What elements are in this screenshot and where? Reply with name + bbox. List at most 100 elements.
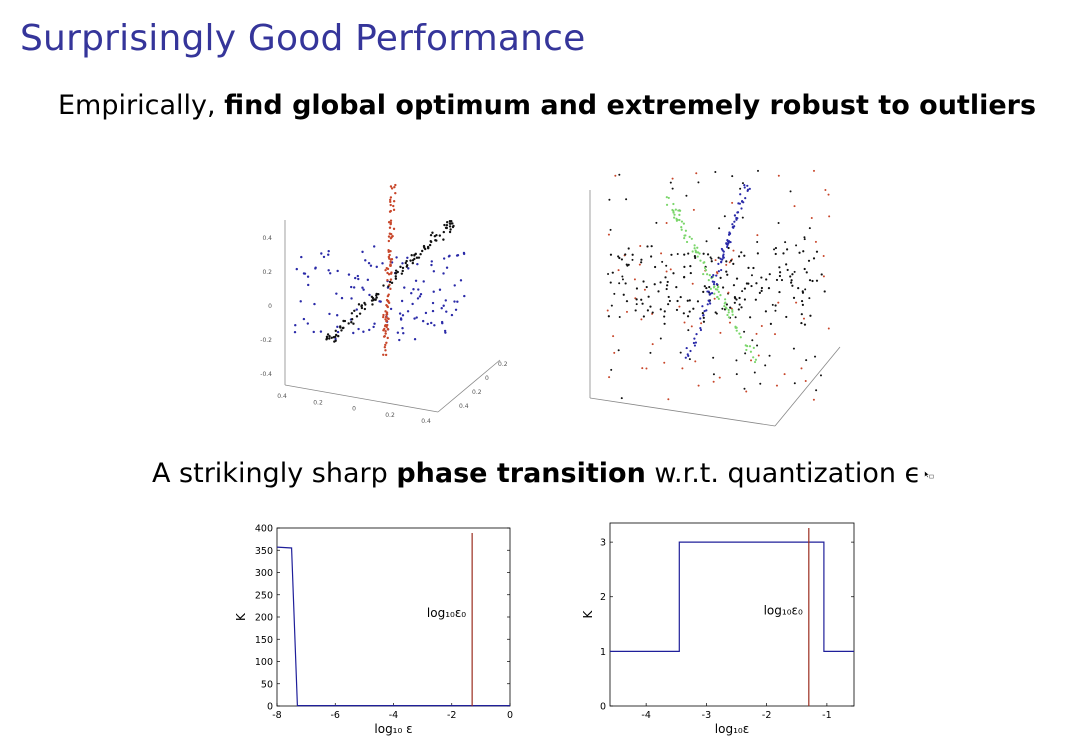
- scatter-point: [760, 276, 763, 279]
- scatter-point: [693, 337, 696, 340]
- scatter-point: [392, 227, 396, 231]
- scatter-point: [665, 222, 668, 225]
- scatter-point: [744, 196, 747, 200]
- scatter-point: [784, 241, 787, 244]
- scatter-point: [746, 345, 749, 348]
- scatter-point: [692, 208, 695, 211]
- scatter-point: [800, 367, 803, 370]
- scatter-point: [805, 359, 808, 362]
- scatter-point: [430, 263, 433, 267]
- epsilon-symbol: ϵ: [904, 458, 922, 489]
- scatter-point: [689, 349, 692, 353]
- scatter3d-right-axes: [589, 190, 841, 427]
- scatter-point: [422, 244, 426, 248]
- scatter-point: [426, 246, 430, 250]
- scatter-point: [384, 349, 387, 352]
- scatter-point: [726, 245, 729, 249]
- scatter-point: [677, 209, 680, 212]
- scatter-point: [335, 292, 338, 295]
- scatter-point: [385, 319, 388, 323]
- scatter-point: [708, 285, 711, 289]
- scatter-point: [355, 308, 358, 311]
- scatter-point: [390, 236, 393, 239]
- scatter-point: [386, 336, 389, 340]
- scatter-point: [413, 254, 416, 257]
- scatter-point: [430, 260, 433, 263]
- scatter-point: [617, 269, 620, 272]
- scatter-point: [756, 344, 759, 347]
- scatter-point: [419, 292, 423, 296]
- chart0-x-tick-label: 0: [507, 710, 513, 721]
- scatter-point: [783, 373, 786, 376]
- scatter-point: [665, 196, 668, 199]
- chart0-x-tick-label: -8: [272, 710, 281, 721]
- scatter-point: [810, 217, 813, 220]
- scatter-point: [716, 295, 719, 299]
- scatter-point: [812, 257, 816, 260]
- scatter-point: [676, 253, 679, 256]
- scatter-point: [360, 305, 363, 308]
- scatter-point: [723, 302, 726, 305]
- scatter-point: [442, 230, 446, 234]
- scatter-point: [775, 278, 779, 282]
- scatter-point: [681, 367, 684, 370]
- scatter-point: [739, 187, 742, 190]
- scatter-point: [735, 373, 738, 376]
- scatter-point: [617, 255, 620, 258]
- scatter-point: [778, 274, 782, 278]
- scatter3d-left-x-tick-label: 0.4: [277, 393, 287, 400]
- scatter-point: [717, 270, 720, 273]
- scatter-point: [306, 275, 310, 278]
- scatter-point: [694, 341, 697, 344]
- scatter-point: [431, 309, 435, 313]
- scatter-point: [672, 211, 675, 214]
- scatter-point: [659, 337, 662, 340]
- scatter-point: [328, 335, 331, 338]
- scatter-point: [771, 303, 774, 306]
- scatter-point: [777, 174, 780, 177]
- scatter-point: [384, 332, 387, 335]
- scatter-point: [325, 335, 329, 339]
- scatter-point: [688, 358, 691, 361]
- scatter-point: [709, 287, 712, 290]
- scatter-point: [791, 273, 794, 276]
- scatter-point: [609, 281, 612, 284]
- scatter-point: [687, 329, 690, 332]
- scatter-point: [685, 194, 688, 197]
- scatter-point: [618, 282, 621, 285]
- scatter-point: [679, 351, 682, 354]
- scatter-point: [814, 355, 817, 358]
- scatter-point: [760, 324, 763, 327]
- scatter3d-left-depth-ticks: 0.200.20.4: [459, 361, 508, 410]
- scatter3d-left-y-tick-label: 0.4: [262, 235, 272, 242]
- scatter-point: [334, 337, 337, 341]
- slide-title: Surprisingly Good Performance: [20, 18, 586, 59]
- scatter-point: [414, 279, 418, 282]
- scatter-point: [675, 308, 679, 312]
- scatter-point: [679, 209, 682, 212]
- scatter-point: [822, 254, 825, 257]
- scatter-point: [815, 250, 819, 253]
- scatter-point: [702, 316, 705, 319]
- scatter-point: [756, 252, 759, 255]
- scatter-point: [448, 230, 452, 234]
- scatter-point: [773, 333, 776, 336]
- scatter-point: [701, 305, 704, 308]
- scatter-point: [375, 265, 378, 269]
- scatter-point: [667, 398, 670, 401]
- scatter-point: [625, 198, 628, 201]
- scatter-point: [431, 301, 435, 305]
- scatter-point: [743, 186, 746, 189]
- scatter-point: [633, 278, 636, 281]
- scatter-point: [745, 282, 748, 285]
- scatter-point: [392, 208, 396, 212]
- scatter-point: [360, 306, 364, 310]
- scatter-point: [706, 273, 709, 276]
- scatter-point: [336, 330, 340, 334]
- scatter-point: [448, 222, 452, 225]
- scatter-point: [795, 244, 798, 247]
- scatter-point: [455, 254, 459, 257]
- scatter-point: [703, 285, 706, 288]
- scatter-point: [642, 280, 645, 283]
- scatter-point: [717, 262, 720, 265]
